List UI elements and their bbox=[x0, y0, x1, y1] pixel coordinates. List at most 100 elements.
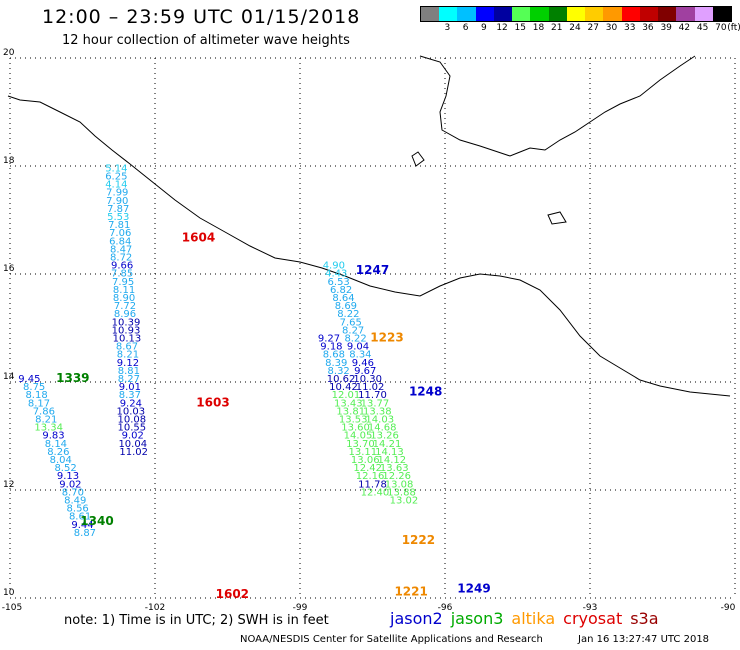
wave-height-value: 8.04 bbox=[50, 455, 72, 466]
pass-id-label: 1249 bbox=[457, 582, 490, 596]
satellite-legend-item: cryosat bbox=[563, 609, 623, 628]
satellite-legend-item: jason3 bbox=[450, 609, 504, 628]
pass-id-label: 1247 bbox=[356, 263, 389, 277]
scale-tick-label: 15 bbox=[514, 23, 527, 33]
wave-height-value: 9.24 bbox=[120, 398, 142, 409]
wave-height-value: 12.40 bbox=[361, 487, 390, 498]
wave-height-value: 13.63 bbox=[380, 463, 409, 474]
wave-height-value: 8.22 bbox=[344, 334, 366, 345]
scale-tick-label: 21 bbox=[551, 23, 563, 33]
wave-height-value: 9.02 bbox=[122, 431, 144, 442]
wave-height-value: 7.85 bbox=[111, 269, 133, 280]
track-layer: 5.146.254.147.997.907.875.537.817.066.84… bbox=[18, 163, 491, 601]
lake-shape-2 bbox=[547, 211, 567, 225]
wave-height-value: 14.68 bbox=[368, 423, 397, 434]
scale-tick-label: 18 bbox=[532, 23, 545, 33]
satellite-legend-item: altika bbox=[511, 609, 556, 628]
scale-tick-label: 27 bbox=[587, 23, 599, 33]
latitude-label: 20 bbox=[3, 48, 15, 58]
wave-height-value: 13.60 bbox=[341, 423, 370, 434]
scale-tick-label: 30 bbox=[605, 23, 618, 33]
wave-height-value: 8.27 bbox=[118, 374, 140, 385]
wave-height-value: 8.11 bbox=[113, 285, 135, 296]
wave-height-value: 8.56 bbox=[67, 504, 89, 515]
scale-swatch bbox=[457, 7, 476, 21]
pass-id-label: 1221 bbox=[394, 584, 427, 598]
pass-id-label: 1248 bbox=[409, 385, 442, 399]
scale-swatch bbox=[421, 7, 440, 21]
wave-height-value: 10.03 bbox=[117, 406, 146, 417]
wave-height-value: 8.14 bbox=[45, 439, 67, 450]
wave-height-value: 13.77 bbox=[361, 398, 390, 409]
wave-height-value: 13.08 bbox=[385, 479, 414, 490]
scale-swatch bbox=[585, 7, 604, 21]
pass-id-label: 1223 bbox=[370, 331, 403, 345]
scale-swatch bbox=[439, 7, 458, 21]
wave-height-value: 10.93 bbox=[112, 325, 141, 336]
wave-height-value: 13.11 bbox=[349, 447, 378, 458]
satellite-legend-item: jason2 bbox=[390, 609, 443, 628]
wave-height-value: 4.90 bbox=[323, 261, 345, 272]
scale-swatch bbox=[475, 7, 494, 21]
wave-height-value: 7.90 bbox=[106, 196, 128, 207]
scale-tick-label: 42 bbox=[678, 23, 691, 33]
wave-height-value: 11.78 bbox=[358, 479, 387, 490]
pass-id-label: 1339 bbox=[56, 371, 89, 385]
wave-height-value: 10.08 bbox=[117, 415, 146, 426]
scale-unit: (ft) bbox=[727, 23, 740, 33]
wave-height-value: 9.83 bbox=[42, 431, 64, 442]
wave-height-value: 9.01 bbox=[119, 382, 141, 393]
scale-tick-label: 24 bbox=[569, 23, 581, 33]
wave-height-value: 13.53 bbox=[339, 415, 368, 426]
wave-height-value: 11.02 bbox=[356, 382, 385, 393]
wave-height-value: 7.99 bbox=[106, 188, 128, 199]
wave-height-value: 9.27 bbox=[318, 334, 340, 345]
wave-height-value: 9.44 bbox=[71, 520, 93, 531]
wave-height-value: 8.22 bbox=[337, 309, 359, 320]
scale-swatch bbox=[603, 7, 622, 21]
scale-tick-label: 6 bbox=[462, 23, 469, 33]
wave-height-value: 9.04 bbox=[347, 342, 369, 353]
wave-height-value: 9.45 bbox=[18, 374, 40, 385]
wave-height-value: 8.72 bbox=[110, 253, 132, 264]
wave-height-value: 13.26 bbox=[370, 431, 399, 442]
wave-height-value: 12.42 bbox=[353, 463, 382, 474]
wave-height-value: 13.81 bbox=[336, 406, 365, 417]
wave-height-value: 7.81 bbox=[108, 220, 130, 231]
wave-height-value: 8.34 bbox=[349, 350, 371, 361]
wave-height-value: 10.62 bbox=[327, 374, 356, 385]
wave-height-value: 14.12 bbox=[378, 455, 407, 466]
scale-swatch bbox=[694, 7, 713, 21]
wave-height-value: 10.13 bbox=[113, 334, 142, 345]
wave-height-value: 11.70 bbox=[358, 390, 387, 401]
wave-height-value: 7.06 bbox=[109, 228, 131, 239]
latitude-label: 14 bbox=[3, 372, 15, 382]
wave-height-value: 8.27 bbox=[342, 325, 364, 336]
scale-tick-label: 12 bbox=[496, 23, 508, 33]
wave-height-value: 8.21 bbox=[117, 350, 139, 361]
wave-height-value: 13.02 bbox=[390, 496, 419, 507]
wave-height-value: 13.88 bbox=[387, 487, 416, 498]
wave-height-value: 8.67 bbox=[116, 342, 138, 353]
scale-swatch bbox=[548, 7, 567, 21]
scale-swatch bbox=[676, 7, 695, 21]
latitude-label: 16 bbox=[3, 264, 15, 274]
wave-height-value: 13.43 bbox=[334, 398, 363, 409]
pass-id-label: 1604 bbox=[182, 231, 215, 245]
wave-height-value: 8.90 bbox=[113, 293, 135, 304]
wave-height-value: 9.18 bbox=[320, 342, 342, 353]
wave-height-value: 8.21 bbox=[35, 415, 57, 426]
wave-height-value: 10.55 bbox=[117, 423, 146, 434]
wave-height-value: 6.53 bbox=[328, 277, 350, 288]
wave-height-value: 14.03 bbox=[365, 415, 394, 426]
scale-swatch bbox=[658, 7, 677, 21]
scale-tick-label: 39 bbox=[660, 23, 672, 33]
wave-height-value: 9.46 bbox=[352, 358, 374, 369]
map-title: 12:00 – 23:59 UTC 01/15/2018 bbox=[42, 6, 361, 28]
wave-height-value: 10.42 bbox=[329, 382, 358, 393]
scale-swatch bbox=[566, 7, 586, 21]
lake-shape bbox=[411, 151, 425, 167]
generated-timestamp: Jan 16 13:27:47 UTC 2018 bbox=[578, 634, 710, 645]
wave-height-value: 8.49 bbox=[64, 496, 86, 507]
